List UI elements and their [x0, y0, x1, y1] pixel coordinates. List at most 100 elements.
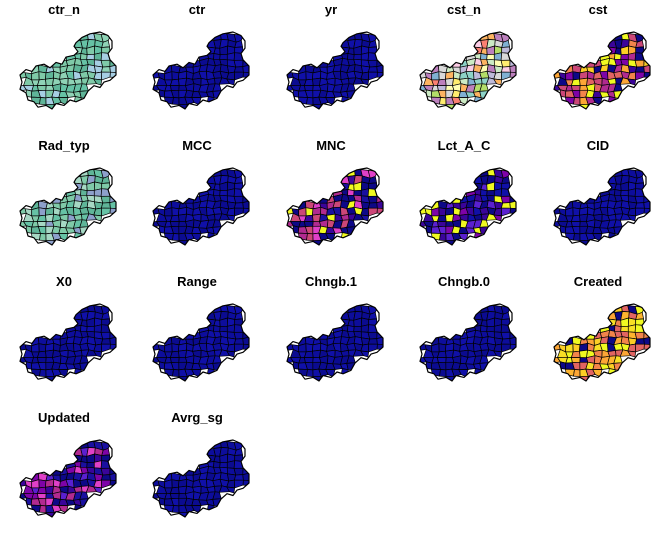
district-polygon: [627, 324, 637, 333]
district-polygon: [627, 214, 637, 222]
district-polygon: [234, 207, 244, 217]
district-polygon: [219, 461, 228, 469]
district-polygon: [572, 343, 581, 353]
district-polygon: [486, 325, 495, 333]
district-polygon: [39, 505, 47, 514]
district-polygon: [501, 343, 511, 353]
district-polygon: [437, 357, 447, 363]
district-polygon: [360, 52, 370, 61]
district-polygon: [101, 474, 111, 481]
district-polygon: [20, 478, 27, 488]
district-polygon: [170, 221, 180, 227]
panel-ctr: ctr: [152, 2, 250, 110]
panel-title: Lct_A_C: [438, 138, 491, 153]
district-polygon: [20, 342, 27, 352]
district-polygon: [627, 188, 637, 197]
panel-title: cst_n: [447, 2, 481, 17]
panel-mnc: MNC: [286, 138, 384, 246]
map-ctr: [153, 33, 249, 109]
map-cid: [554, 169, 650, 245]
district-polygon: [287, 70, 294, 80]
region-outline: [419, 167, 517, 246]
panel-created: Created: [553, 274, 651, 382]
district-polygon: [101, 66, 111, 73]
district-polygon: [73, 78, 83, 85]
district-polygon: [635, 343, 645, 353]
district-polygon: [30, 504, 41, 513]
district-polygon: [304, 85, 314, 91]
district-polygon: [368, 338, 378, 345]
panel-title: X0: [56, 274, 72, 289]
panel-lct-a-c: Lct_A_C: [419, 138, 517, 246]
district-polygon: [473, 214, 483, 221]
district-polygon: [80, 189, 88, 196]
district-polygon: [367, 195, 378, 204]
district-polygon: [93, 78, 103, 86]
district-polygon: [438, 71, 447, 81]
district-polygon: [501, 71, 511, 81]
district-polygon: [627, 350, 637, 358]
map-ctr-n: [20, 33, 116, 109]
district-polygon: [627, 52, 637, 61]
district-polygon: [226, 460, 236, 469]
panel-title: ctr: [189, 2, 206, 17]
district-polygon: [368, 202, 378, 209]
map-lct-a-c: [420, 169, 516, 245]
district-polygon: [614, 189, 622, 196]
district-polygon: [347, 189, 355, 196]
region-outline: [19, 167, 117, 246]
district-polygon: [170, 357, 180, 363]
district-polygon: [93, 188, 103, 197]
district-polygon: [101, 338, 111, 345]
region-outline: [19, 303, 117, 382]
district-polygon: [340, 350, 350, 357]
district-polygon: [73, 486, 83, 493]
district-polygon: [233, 467, 244, 476]
district-polygon: [297, 232, 308, 241]
district-polygon: [206, 214, 216, 221]
panel-title: MNC: [316, 138, 346, 153]
panel-chngb-1: Chngb.1: [286, 274, 384, 382]
district-polygon: [353, 53, 362, 61]
panel-yr: yr: [286, 2, 384, 110]
region-outline: [152, 439, 250, 518]
district-polygon: [100, 467, 111, 476]
district-polygon: [620, 325, 629, 333]
district-polygon: [233, 59, 244, 68]
district-polygon: [572, 71, 581, 81]
district-polygon: [93, 324, 103, 333]
map-mnc: [287, 169, 383, 245]
map-rad-typ: [20, 169, 116, 245]
district-polygon: [493, 188, 503, 197]
district-polygon: [554, 342, 561, 352]
district-polygon: [493, 214, 503, 222]
district-polygon: [93, 214, 103, 222]
region-outline: [152, 303, 250, 382]
district-polygon: [30, 368, 41, 377]
district-polygon: [206, 78, 216, 85]
district-polygon: [171, 207, 180, 217]
panel-title: MCC: [182, 138, 212, 153]
district-polygon: [226, 350, 236, 358]
panel-avrg-sg: Avrg_sg: [152, 410, 250, 518]
panel-cst: cst: [553, 2, 651, 110]
district-polygon: [368, 343, 378, 353]
district-polygon: [234, 479, 244, 489]
district-polygon: [340, 214, 350, 221]
district-polygon: [554, 70, 561, 80]
panel-rad-typ: Rad_typ: [19, 138, 117, 246]
district-polygon: [368, 207, 378, 217]
district-polygon: [572, 207, 581, 217]
district-polygon: [634, 195, 645, 204]
district-polygon: [86, 461, 95, 469]
district-polygon: [430, 232, 441, 241]
district-polygon: [438, 343, 447, 353]
district-polygon: [39, 233, 47, 242]
district-polygon: [233, 331, 244, 340]
district-polygon: [340, 78, 350, 85]
district-polygon: [213, 325, 221, 332]
district-polygon: [634, 331, 645, 340]
district-polygon: [437, 221, 447, 227]
panel-title: ctr_n: [48, 2, 80, 17]
